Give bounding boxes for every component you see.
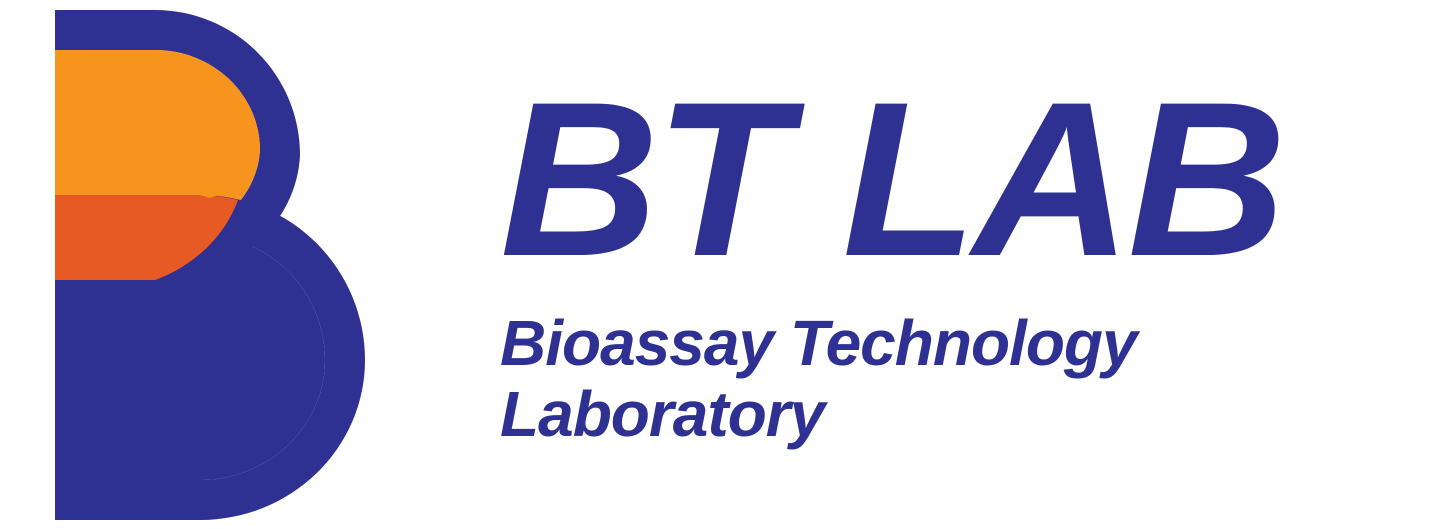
logo-mark xyxy=(0,0,440,524)
logo-text-block: BT LAB Bioassay Technology Laboratory xyxy=(500,75,1283,449)
brand-subtitle-line1: Bioassay Technology xyxy=(500,308,1283,378)
brand-title: BT LAB xyxy=(500,75,1283,284)
logo-b-icon xyxy=(0,0,440,524)
logo-container: BT LAB Bioassay Technology Laboratory xyxy=(0,0,1445,524)
brand-subtitle-line2: Laboratory xyxy=(500,379,1283,449)
